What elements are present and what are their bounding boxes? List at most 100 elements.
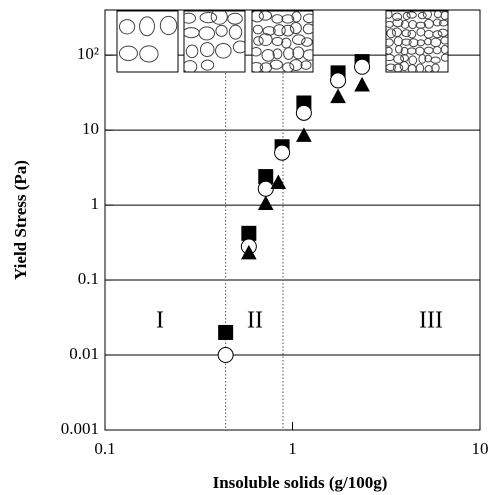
- cell: [431, 63, 440, 72]
- cell: [301, 37, 313, 47]
- y-tick-label: 10: [82, 119, 99, 138]
- cell: [215, 24, 228, 37]
- cell: [392, 18, 404, 28]
- cell: [432, 30, 443, 39]
- triangle-marker: [270, 174, 287, 190]
- cell: [184, 12, 197, 24]
- cell: [261, 49, 275, 62]
- cell: [291, 11, 302, 23]
- cell: [198, 26, 216, 41]
- cell: [269, 59, 283, 70]
- cell: [415, 63, 425, 72]
- cell: [386, 63, 396, 72]
- triangle-marker: [257, 195, 274, 210]
- cell: [253, 36, 264, 46]
- circle-marker: [274, 144, 291, 161]
- cell: [258, 33, 273, 47]
- cell: [252, 61, 264, 72]
- cell: [282, 62, 295, 72]
- triangle-marker: [330, 88, 346, 104]
- x-tick-label: 10: [472, 439, 489, 458]
- cell: [422, 11, 432, 20]
- cell: [139, 16, 156, 37]
- cell: [440, 36, 448, 45]
- cell: [302, 49, 313, 61]
- circle-marker: [295, 104, 312, 121]
- cell: [139, 45, 159, 63]
- cell: [199, 42, 215, 58]
- cell: [118, 19, 136, 35]
- cell: [406, 11, 417, 19]
- cell: [302, 23, 313, 35]
- cell: [271, 36, 284, 46]
- cell: [401, 29, 411, 38]
- plot-frame: [104, 9, 481, 431]
- circle-marker: [330, 72, 347, 89]
- cell: [408, 20, 418, 30]
- micrograph-cells: [252, 11, 313, 72]
- cell: [392, 63, 404, 72]
- triangle-marker: [296, 127, 312, 142]
- cell: [438, 19, 448, 27]
- cell: [430, 56, 441, 64]
- y-tick-label: 0.1: [78, 269, 99, 288]
- cell: [271, 14, 284, 24]
- cell: [215, 43, 232, 59]
- cell: [300, 60, 312, 70]
- micrograph-frame: [183, 10, 246, 73]
- cell: [185, 44, 199, 59]
- micrograph-cells: [184, 11, 245, 72]
- y-tick-label: 1: [91, 194, 100, 213]
- y-tick-label: 0.001: [61, 419, 99, 438]
- square-marker: [241, 225, 257, 241]
- y-axis-title: Yield Stress (Pa): [11, 160, 30, 280]
- cell: [406, 47, 417, 55]
- cell: [440, 53, 448, 62]
- micrograph-frame: [116, 10, 179, 73]
- cell: [289, 22, 302, 35]
- cell: [252, 46, 262, 57]
- triangle-marker: [354, 76, 370, 92]
- cell: [252, 24, 264, 35]
- x-tick-label: 0.1: [94, 439, 115, 458]
- cell: [432, 18, 442, 27]
- square-marker: [218, 324, 234, 340]
- cell: [401, 38, 412, 46]
- cell: [394, 44, 403, 54]
- cell: [272, 48, 283, 60]
- cell: [437, 28, 448, 38]
- cell: [440, 44, 448, 54]
- cell: [200, 59, 215, 71]
- circle-marker: [217, 347, 234, 364]
- cell: [258, 11, 273, 21]
- region-label: II: [247, 308, 263, 334]
- cell: [402, 11, 411, 21]
- cell: [302, 13, 313, 24]
- cell: [393, 54, 405, 64]
- y-tick-label: 10²: [77, 44, 99, 63]
- cell: [228, 24, 243, 40]
- cell: [199, 11, 218, 24]
- cell: [386, 11, 393, 19]
- cell: [400, 46, 409, 56]
- cell: [232, 40, 245, 54]
- cell: [392, 12, 403, 22]
- x-axis-title: Insoluble solids (g/100g): [213, 473, 388, 492]
- micrograph-cells: [386, 11, 448, 72]
- triangle-marker: [241, 244, 257, 260]
- cell: [440, 11, 448, 21]
- y-tick-label: 0.01: [69, 344, 99, 363]
- cell: [386, 38, 394, 47]
- cell: [391, 27, 402, 37]
- cell: [283, 47, 295, 60]
- cell: [289, 59, 303, 71]
- x-tick-label: 1: [288, 439, 297, 458]
- cell: [424, 37, 432, 46]
- cell: [281, 14, 295, 24]
- cell: [281, 24, 295, 37]
- cell: [408, 38, 419, 48]
- cell: [272, 24, 286, 37]
- cell: [210, 11, 228, 25]
- region-label: I: [156, 308, 164, 334]
